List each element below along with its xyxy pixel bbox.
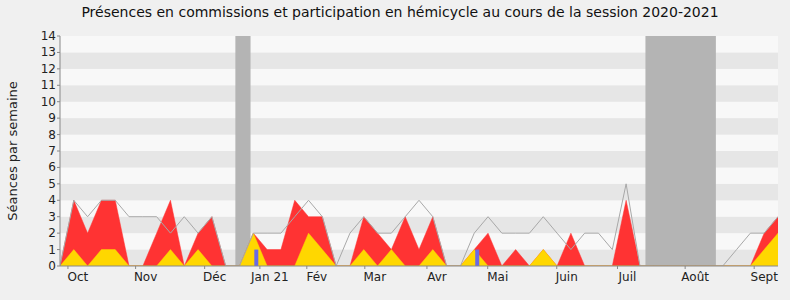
y-tick-label: 14 (41, 29, 56, 43)
x-tick-label: Sept (751, 270, 779, 284)
x-tick (67, 266, 68, 269)
x-axis (60, 266, 778, 267)
x-tick-label: Nov (134, 270, 157, 284)
y-tick-label: 1 (48, 243, 56, 257)
area (60, 233, 778, 266)
x-tick (364, 266, 365, 269)
bar (475, 250, 479, 266)
x-tick-label: Mai (487, 270, 508, 284)
y-tick-label: 6 (48, 160, 56, 174)
x-tick (685, 266, 686, 269)
y-tick-label: 3 (48, 210, 56, 224)
x-tick (259, 266, 260, 269)
x-tick-label: Mar (363, 270, 386, 284)
area (60, 200, 778, 266)
x-tick (617, 266, 618, 269)
title: Présences en commissions et participatio… (81, 4, 718, 20)
y-tick-label: 2 (48, 226, 56, 240)
x-tick (487, 266, 488, 269)
x-tick (426, 266, 427, 269)
x-tick-label: Juin (555, 270, 578, 284)
bar (254, 250, 258, 266)
y-tick-label: 10 (41, 95, 56, 109)
y-tick-label: 5 (48, 177, 56, 191)
y-tick-label: 7 (48, 144, 56, 158)
y-axis-label: Séances par semaine (5, 81, 20, 220)
x-tick-label: Déc (203, 270, 226, 284)
y-axis (60, 36, 61, 266)
y-tick-label: 8 (48, 128, 56, 142)
line (60, 184, 778, 266)
x-tick-label: Août (681, 270, 709, 284)
holiday-band (645, 36, 715, 266)
x-tick (306, 266, 307, 269)
y-tick-label: 11 (41, 78, 56, 92)
y-tick-label: 4 (48, 193, 56, 207)
background (0, 0, 790, 300)
plot-area (60, 36, 778, 266)
y-tick-label: 9 (48, 111, 56, 125)
y-tick-label: 12 (41, 62, 56, 76)
chart: 01234567891011121314OctNovDécJan 21FévMa… (0, 0, 790, 300)
y-tick-label: 0 (48, 259, 56, 273)
x-tick (556, 266, 557, 269)
x-tick (204, 266, 205, 269)
x-tick-label: Juil (618, 270, 637, 284)
x-tick (135, 266, 136, 269)
x-tick-label: Avr (427, 270, 447, 284)
x-tick-label: Oct (68, 270, 89, 284)
x-tick-label: Jan 21 (250, 270, 289, 284)
holiday-band (235, 36, 250, 266)
x-tick (754, 266, 755, 269)
y-tick-label: 13 (41, 45, 56, 59)
x-tick-label: Fév (306, 270, 327, 284)
